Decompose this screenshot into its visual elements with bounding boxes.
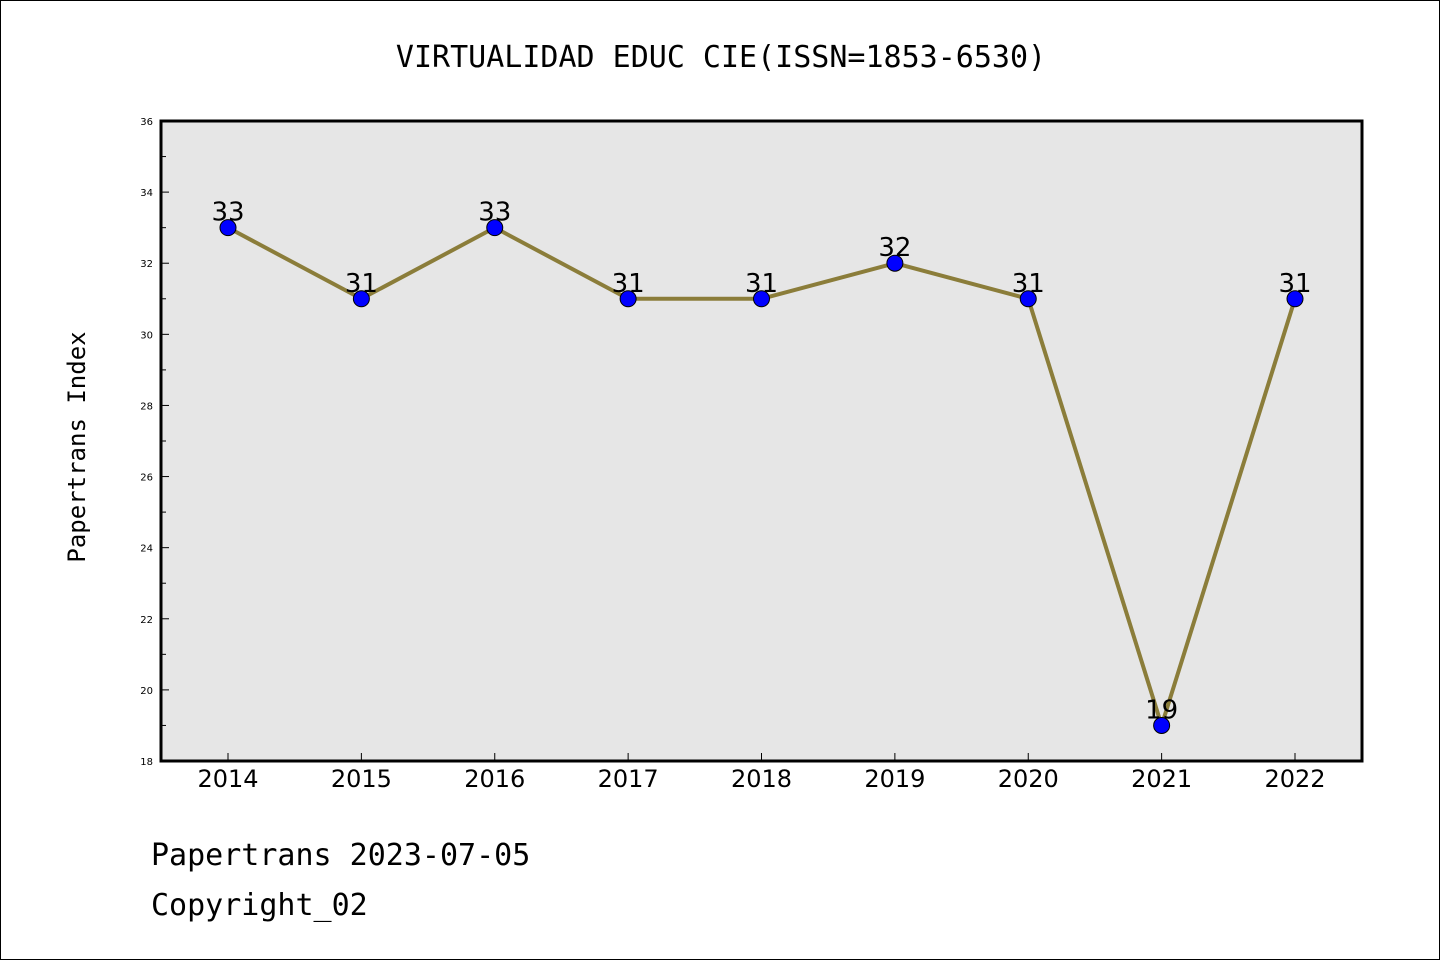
data-point bbox=[1019, 290, 1037, 308]
y-tick-label: 34 bbox=[140, 188, 153, 199]
x-tick-label: 2014 bbox=[197, 765, 258, 793]
x-axis-ticks: 2014 2015 2016 2017 2018 2019 2020 2021 2022 bbox=[197, 753, 1326, 793]
x-tick-label: 2018 bbox=[731, 765, 792, 793]
y-tick-label: 24 bbox=[140, 544, 153, 555]
chart-title: VIRTUALIDAD EDUC CIE(ISSN=1853-6530) bbox=[396, 40, 1046, 75]
data-point bbox=[219, 219, 237, 237]
data-point bbox=[1153, 716, 1171, 734]
y-tick-label: 20 bbox=[140, 686, 153, 697]
y-tick-label: 28 bbox=[140, 401, 153, 412]
y-tick-label: 18 bbox=[140, 757, 153, 768]
data-label: 19 bbox=[1145, 695, 1178, 725]
x-tick-label: 2015 bbox=[331, 765, 392, 793]
x-tick-label: 2021 bbox=[1131, 765, 1192, 793]
plot-area bbox=[161, 121, 1362, 761]
footer-copyright-label: Copyright_02 bbox=[151, 888, 368, 923]
x-tick-label: 2020 bbox=[998, 765, 1059, 793]
x-tick-label: 2017 bbox=[598, 765, 659, 793]
data-labels: 33 31 33 31 31 32 31 19 31 bbox=[211, 198, 1311, 726]
footer-date-label: Papertrans 2023-07-05 bbox=[151, 838, 530, 873]
data-label: 33 bbox=[478, 198, 511, 228]
data-label: 31 bbox=[745, 269, 778, 299]
y-tick-label: 32 bbox=[140, 259, 153, 270]
y-tick-label: 22 bbox=[140, 615, 153, 626]
data-label: 31 bbox=[612, 269, 645, 299]
data-label: 33 bbox=[211, 198, 244, 228]
data-point bbox=[486, 219, 504, 237]
data-point bbox=[352, 290, 370, 308]
data-label: 31 bbox=[1012, 269, 1045, 299]
data-point bbox=[1286, 290, 1304, 308]
series-layer bbox=[219, 219, 1304, 734]
data-label: 31 bbox=[345, 269, 378, 299]
data-point bbox=[619, 290, 637, 308]
y-axis-label: Papertrans Index bbox=[63, 331, 91, 562]
plot-border bbox=[159, 119, 1364, 763]
x-tick-label: 2019 bbox=[864, 765, 925, 793]
y-tick-label: 30 bbox=[140, 330, 153, 341]
data-point bbox=[886, 254, 904, 272]
x-tick-label: 2022 bbox=[1264, 765, 1325, 793]
y-tick-label: 36 bbox=[140, 117, 153, 128]
data-label: 32 bbox=[878, 233, 911, 263]
x-tick-label: 2016 bbox=[464, 765, 525, 793]
y-tick-label: 26 bbox=[140, 473, 153, 484]
data-label: 31 bbox=[1278, 269, 1311, 299]
data-point bbox=[753, 290, 770, 308]
